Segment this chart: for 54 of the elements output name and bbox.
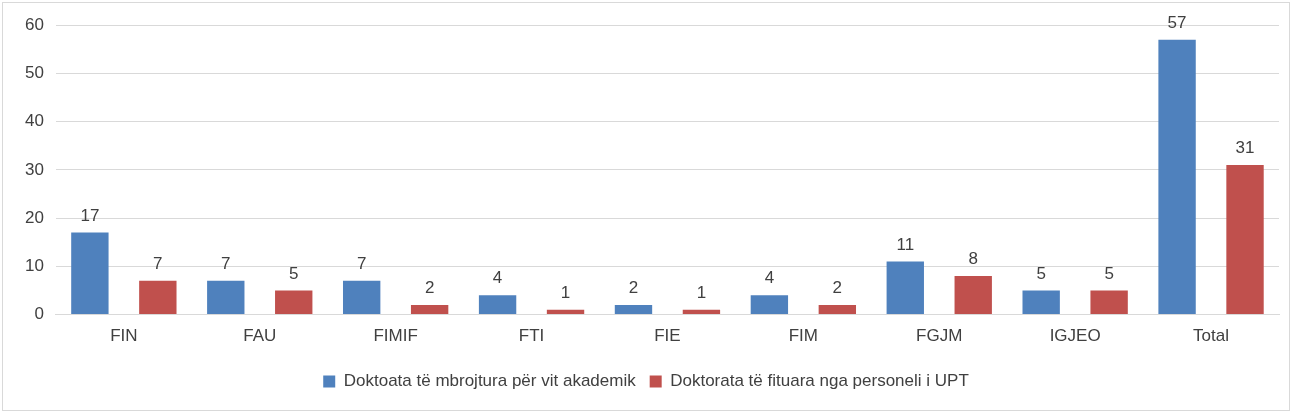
data-label: 8 xyxy=(968,249,978,269)
bar xyxy=(818,304,857,315)
data-label: 11 xyxy=(896,234,915,254)
data-label: 5 xyxy=(289,263,299,283)
x-tick-label: Total xyxy=(1193,326,1230,346)
bar xyxy=(343,280,381,315)
bar xyxy=(139,280,177,315)
data-label: 7 xyxy=(221,254,231,274)
data-label: 7 xyxy=(356,254,367,274)
bar xyxy=(546,309,585,315)
x-tick-label: FIM xyxy=(788,326,818,346)
data-label: 1 xyxy=(560,282,571,302)
bar xyxy=(207,280,245,315)
x-tick-label: FAU xyxy=(243,326,277,346)
legend-label: Doktorata të fituara nga personeli i UPT xyxy=(670,371,969,391)
bar xyxy=(614,304,653,315)
data-label: 2 xyxy=(424,278,435,298)
x-tick-label: FIMIF xyxy=(373,326,418,346)
data-label: 1 xyxy=(696,282,707,302)
bar xyxy=(478,295,517,315)
y-tick-label: 0 xyxy=(34,304,44,324)
data-label: 17 xyxy=(80,205,100,225)
bar xyxy=(410,304,449,315)
x-tick-label: FTI xyxy=(518,326,545,346)
y-tick-label: 60 xyxy=(24,14,44,34)
bar xyxy=(1090,290,1128,315)
bar xyxy=(275,290,313,315)
bar xyxy=(954,276,992,315)
y-tick-label: 10 xyxy=(24,256,44,276)
data-label: 5 xyxy=(1104,263,1114,283)
bar xyxy=(886,261,924,315)
legend-label: Doktoata të mbrojtura për vit akademik xyxy=(343,371,637,391)
bar xyxy=(71,232,109,315)
x-tick-label: IGJEO xyxy=(1049,326,1101,346)
bar xyxy=(1158,39,1196,315)
y-tick-label: 50 xyxy=(24,63,44,83)
data-label: 4 xyxy=(492,268,503,288)
bar xyxy=(750,295,789,315)
data-label: 2 xyxy=(628,278,639,298)
x-tick-label: FIE xyxy=(654,326,681,346)
data-label: 4 xyxy=(764,268,775,288)
y-tick-label: 30 xyxy=(24,159,44,179)
data-label: 2 xyxy=(832,278,843,298)
x-tick-label: FIN xyxy=(110,326,138,346)
data-label: 57 xyxy=(1167,12,1187,32)
data-label: 5 xyxy=(1036,263,1046,283)
bar xyxy=(682,309,721,315)
bar xyxy=(1226,165,1264,315)
x-tick-label: FGJM xyxy=(916,326,963,346)
y-tick-label: 40 xyxy=(24,111,44,131)
y-tick-label: 20 xyxy=(24,207,44,227)
bar xyxy=(1022,290,1060,315)
data-label: 31 xyxy=(1235,138,1255,158)
data-label: 7 xyxy=(153,254,163,274)
